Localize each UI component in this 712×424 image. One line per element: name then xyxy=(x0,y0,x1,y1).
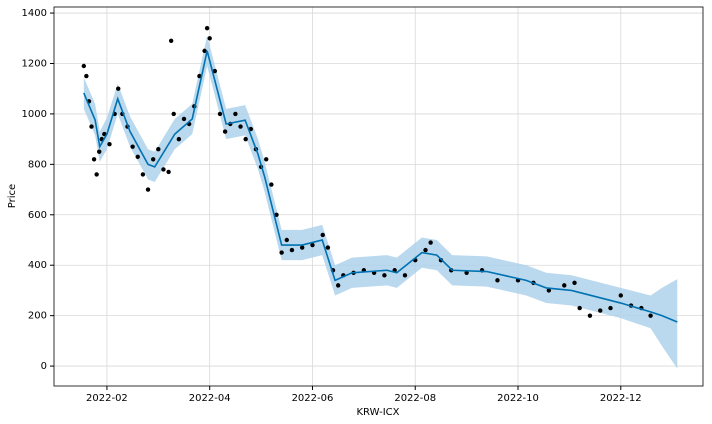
observation xyxy=(116,86,121,91)
observation xyxy=(81,63,87,69)
observation xyxy=(464,270,469,275)
x-tick-label: 2022-06 xyxy=(292,393,334,404)
y-axis-label: Price xyxy=(7,184,18,208)
observation xyxy=(274,212,279,217)
observation xyxy=(562,283,567,288)
observation xyxy=(264,157,269,162)
observation xyxy=(91,157,97,162)
observation xyxy=(156,147,161,152)
observation xyxy=(402,273,408,278)
observation xyxy=(89,124,94,129)
observation xyxy=(428,240,433,245)
observation xyxy=(382,273,387,278)
observation xyxy=(648,313,653,318)
forecast-line xyxy=(83,50,678,323)
y-tick-label: 1200 xyxy=(22,58,47,69)
observation xyxy=(204,25,210,31)
observation xyxy=(176,136,182,142)
observation xyxy=(284,237,289,243)
x-tick-label: 2022-04 xyxy=(189,393,231,404)
observation xyxy=(166,169,171,175)
observation xyxy=(608,305,613,311)
observation xyxy=(598,308,603,313)
observation xyxy=(130,144,135,149)
observation xyxy=(495,278,500,283)
observation xyxy=(279,250,284,255)
observation xyxy=(222,129,228,134)
observation xyxy=(572,280,577,286)
observation xyxy=(320,232,325,238)
observation xyxy=(202,48,207,54)
observation xyxy=(217,111,223,117)
observation xyxy=(140,172,146,177)
y-tick-label: 1400 xyxy=(22,8,47,19)
x-tick-label: 2022-12 xyxy=(600,393,642,404)
observation xyxy=(577,305,582,311)
observation xyxy=(145,187,151,192)
observation xyxy=(618,293,623,298)
observation xyxy=(94,172,99,177)
observation xyxy=(587,313,593,318)
observation xyxy=(546,288,552,293)
observation xyxy=(150,157,156,162)
y-tick-label: 400 xyxy=(28,260,47,271)
observation xyxy=(135,154,140,159)
observation xyxy=(207,36,212,41)
observation xyxy=(181,116,187,122)
x-tick-label: 2022-08 xyxy=(394,393,436,404)
y-tick-label: 0 xyxy=(41,361,47,372)
observation xyxy=(289,247,295,253)
observation xyxy=(310,242,315,248)
observation xyxy=(168,38,174,43)
y-tick-label: 1000 xyxy=(22,109,47,120)
observation xyxy=(171,111,176,117)
observation xyxy=(299,245,305,250)
observation xyxy=(269,182,274,187)
observation xyxy=(161,167,166,172)
observation xyxy=(197,73,202,79)
observation xyxy=(423,247,428,253)
observation xyxy=(212,68,218,74)
observation xyxy=(335,283,341,288)
x-axis-label: KRW-ICX xyxy=(357,407,400,418)
y-tick-label: 600 xyxy=(28,210,47,221)
y-tick-label: 200 xyxy=(28,311,47,322)
observation xyxy=(84,73,89,79)
x-tick-label: 2022-02 xyxy=(86,393,128,404)
observation xyxy=(233,111,238,117)
x-tick-label: 2022-10 xyxy=(497,393,539,404)
observation xyxy=(238,124,243,129)
observation xyxy=(325,245,331,250)
observation xyxy=(243,136,248,142)
y-tick-label: 800 xyxy=(28,159,47,170)
observation xyxy=(107,141,112,147)
plot-frame xyxy=(53,6,704,387)
uncertainty-band xyxy=(83,35,678,369)
observation xyxy=(97,149,102,154)
